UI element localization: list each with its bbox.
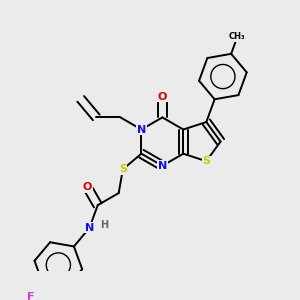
Text: N: N [158,161,167,171]
Text: F: F [27,292,35,300]
Text: S: S [202,156,210,166]
Text: H: H [100,220,108,230]
Text: N: N [137,124,146,134]
Text: S: S [119,164,127,174]
Text: CH₃: CH₃ [229,32,246,41]
Text: N: N [85,223,94,233]
Text: O: O [158,92,167,102]
Text: O: O [83,182,92,192]
